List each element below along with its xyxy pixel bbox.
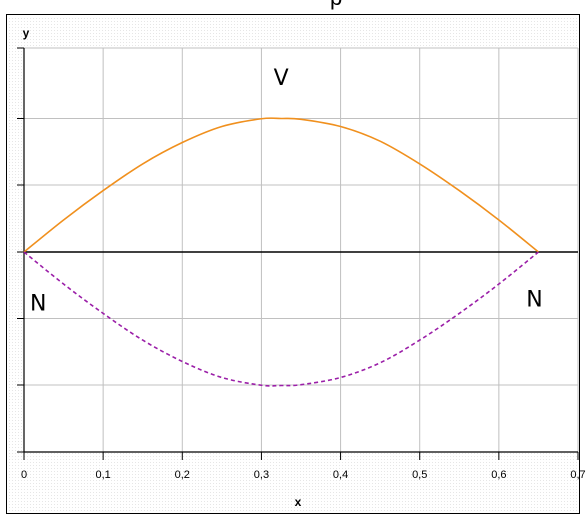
x-tick-label: 0,2 <box>175 469 190 481</box>
x-tick-label: 0,4 <box>333 469 348 481</box>
x-tick-label: 0,7 <box>570 469 585 481</box>
x-tick-label: 0 <box>21 469 27 481</box>
cropped-heading: p <box>330 0 420 14</box>
plot-area <box>24 48 578 452</box>
x-tick-label: 0,3 <box>254 469 269 481</box>
series-lines <box>23 117 539 387</box>
chart-labels: y x V N N <box>23 26 543 509</box>
series-line-n <box>23 251 539 387</box>
cropped-heading-text: p <box>330 0 342 9</box>
annotation-label: V <box>274 66 289 91</box>
x-ticks: 0 0,1 0,2 0,3 0,4 0,5 0,6 0,7 <box>21 452 586 481</box>
annotation-label: N <box>30 292 46 317</box>
x-tick-label: 0,5 <box>412 469 427 481</box>
x-axis-label: x <box>295 495 302 509</box>
series-line-v <box>23 117 539 253</box>
x-tick-label: 0,6 <box>491 469 506 481</box>
chart-frame <box>6 14 580 514</box>
x-tick-label: 0,1 <box>95 469 110 481</box>
grid-lines <box>17 47 579 453</box>
y-axis-label: y <box>23 26 30 40</box>
annotation-label: N <box>526 288 542 313</box>
